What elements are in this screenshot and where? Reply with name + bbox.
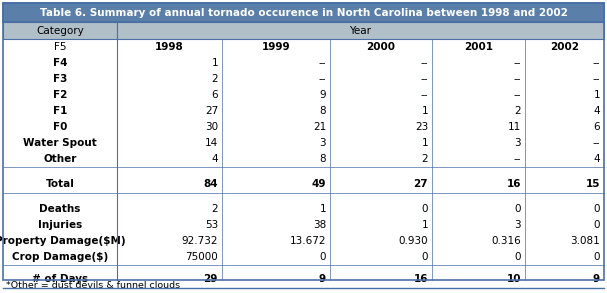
- Text: --: --: [319, 58, 326, 68]
- Text: F2: F2: [53, 90, 67, 100]
- Text: 2: 2: [421, 154, 428, 164]
- Text: 14: 14: [205, 138, 218, 148]
- Text: --: --: [421, 58, 428, 68]
- Text: 9: 9: [319, 274, 326, 284]
- Text: 1: 1: [421, 106, 428, 116]
- Text: --: --: [421, 74, 428, 84]
- Text: --: --: [514, 74, 521, 84]
- Text: 0: 0: [319, 252, 326, 262]
- Text: --: --: [421, 90, 428, 100]
- Text: # of Days: # of Days: [32, 274, 88, 284]
- Text: F3: F3: [53, 74, 67, 84]
- Text: Crop Damage($): Crop Damage($): [12, 252, 108, 262]
- Text: 16: 16: [506, 179, 521, 189]
- Text: 53: 53: [205, 220, 218, 230]
- Text: *Other = dust devils & funnel clouds: *Other = dust devils & funnel clouds: [6, 280, 180, 289]
- Text: 0: 0: [421, 204, 428, 214]
- Text: --: --: [319, 74, 326, 84]
- Text: 2: 2: [211, 204, 218, 214]
- Text: 38: 38: [313, 220, 326, 230]
- Text: 15: 15: [586, 179, 600, 189]
- Text: Property Damage($M): Property Damage($M): [0, 236, 125, 246]
- Text: 27: 27: [413, 179, 428, 189]
- Text: Year: Year: [350, 25, 371, 35]
- Text: F1: F1: [53, 106, 67, 116]
- Text: --: --: [514, 154, 521, 164]
- Text: 1: 1: [421, 138, 428, 148]
- Text: Other: Other: [43, 154, 76, 164]
- Text: 13.672: 13.672: [290, 236, 326, 246]
- Text: 3: 3: [514, 138, 521, 148]
- Bar: [117, 22, 604, 39]
- Text: --: --: [592, 74, 600, 84]
- Text: Category: Category: [36, 25, 84, 35]
- Text: --: --: [592, 58, 600, 68]
- Text: 30: 30: [205, 122, 218, 132]
- Text: 84: 84: [203, 179, 218, 189]
- Text: 92.732: 92.732: [181, 236, 218, 246]
- Text: 3: 3: [514, 220, 521, 230]
- Text: 29: 29: [203, 274, 218, 284]
- Text: 75000: 75000: [185, 252, 218, 262]
- Text: 0: 0: [515, 252, 521, 262]
- Text: Table 6. Summary of annual tornado occurence in North Carolina between 1998 and : Table 6. Summary of annual tornado occur…: [39, 8, 568, 18]
- Text: 49: 49: [311, 179, 326, 189]
- Text: 0.316: 0.316: [491, 236, 521, 246]
- Text: 10: 10: [506, 274, 521, 284]
- Text: 0: 0: [594, 204, 600, 214]
- Text: 11: 11: [507, 122, 521, 132]
- Text: --: --: [514, 58, 521, 68]
- Text: 1: 1: [421, 220, 428, 230]
- Text: 6: 6: [211, 90, 218, 100]
- Text: 1: 1: [211, 58, 218, 68]
- Text: 2002: 2002: [550, 42, 579, 52]
- Text: 0.930: 0.930: [398, 236, 428, 246]
- Text: Water Spout: Water Spout: [23, 138, 97, 148]
- Text: 6: 6: [594, 122, 600, 132]
- Text: 1: 1: [319, 204, 326, 214]
- Text: F5: F5: [54, 42, 66, 52]
- Text: 0: 0: [594, 252, 600, 262]
- Bar: [3, 22, 117, 39]
- Text: --: --: [514, 90, 521, 100]
- Text: 1999: 1999: [262, 42, 290, 52]
- Text: 3.081: 3.081: [570, 236, 600, 246]
- Bar: [3, 3, 604, 22]
- Text: 2: 2: [211, 74, 218, 84]
- Text: 27: 27: [205, 106, 218, 116]
- Text: 2: 2: [514, 106, 521, 116]
- Text: 21: 21: [313, 122, 326, 132]
- Text: Deaths: Deaths: [39, 204, 81, 214]
- Text: 3: 3: [319, 138, 326, 148]
- Text: 0: 0: [594, 220, 600, 230]
- Text: 9: 9: [593, 274, 600, 284]
- Text: Total: Total: [46, 179, 75, 189]
- Text: 0: 0: [515, 204, 521, 214]
- Text: 1: 1: [594, 90, 600, 100]
- Text: F0: F0: [53, 122, 67, 132]
- Text: 16: 16: [413, 274, 428, 284]
- Text: 4: 4: [594, 154, 600, 164]
- Text: F4: F4: [53, 58, 67, 68]
- Text: 0: 0: [421, 252, 428, 262]
- Text: Injuries: Injuries: [38, 220, 82, 230]
- Text: 2001: 2001: [464, 42, 493, 52]
- Text: 8: 8: [319, 154, 326, 164]
- Text: 4: 4: [594, 106, 600, 116]
- Text: 4: 4: [211, 154, 218, 164]
- Text: 9: 9: [319, 90, 326, 100]
- Text: 8: 8: [319, 106, 326, 116]
- Text: 23: 23: [415, 122, 428, 132]
- Text: 2000: 2000: [367, 42, 396, 52]
- Text: --: --: [592, 138, 600, 148]
- Text: 1998: 1998: [155, 42, 184, 52]
